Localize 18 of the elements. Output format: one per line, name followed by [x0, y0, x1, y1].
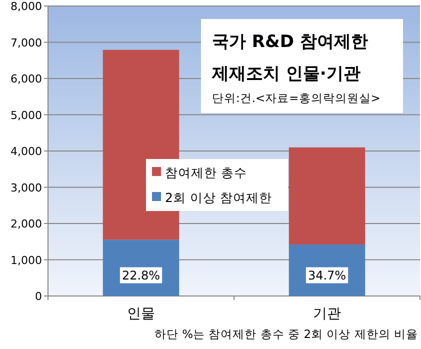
y-tick-label: 4,000 [10, 145, 42, 158]
y-tick-label: 0 [35, 290, 42, 303]
annotation: 34.7% [308, 268, 346, 282]
text: 하단 %는 참여제한 총수 중 2회 이상 제한의 비율 [154, 327, 418, 341]
y-tick-label: 5,000 [10, 108, 42, 122]
y-tick-label: 2,000 [10, 218, 42, 230]
annotation: 22.8% [122, 268, 160, 282]
y-tick-label: 7,000 [10, 36, 42, 50]
text: 국가 R&D 참여제한 제재조치 인물·기관 [211, 32, 368, 84]
y-tick-label: 6,000 [10, 72, 42, 86]
x-tick-label: 인물 [127, 306, 155, 322]
y-tick-label: 3,000 [10, 181, 42, 194]
legend-label: 2회 이상 참여제한 [165, 190, 272, 205]
y-tick-label: 1,000 [10, 254, 42, 267]
x-tick-label: 기관 [313, 306, 341, 322]
text: 단위:건.<자료=홍의락의원실> [212, 91, 380, 105]
y-tick-label: 8,000 [10, 0, 42, 13]
legend-label: 참여제한 총수 [165, 165, 247, 180]
